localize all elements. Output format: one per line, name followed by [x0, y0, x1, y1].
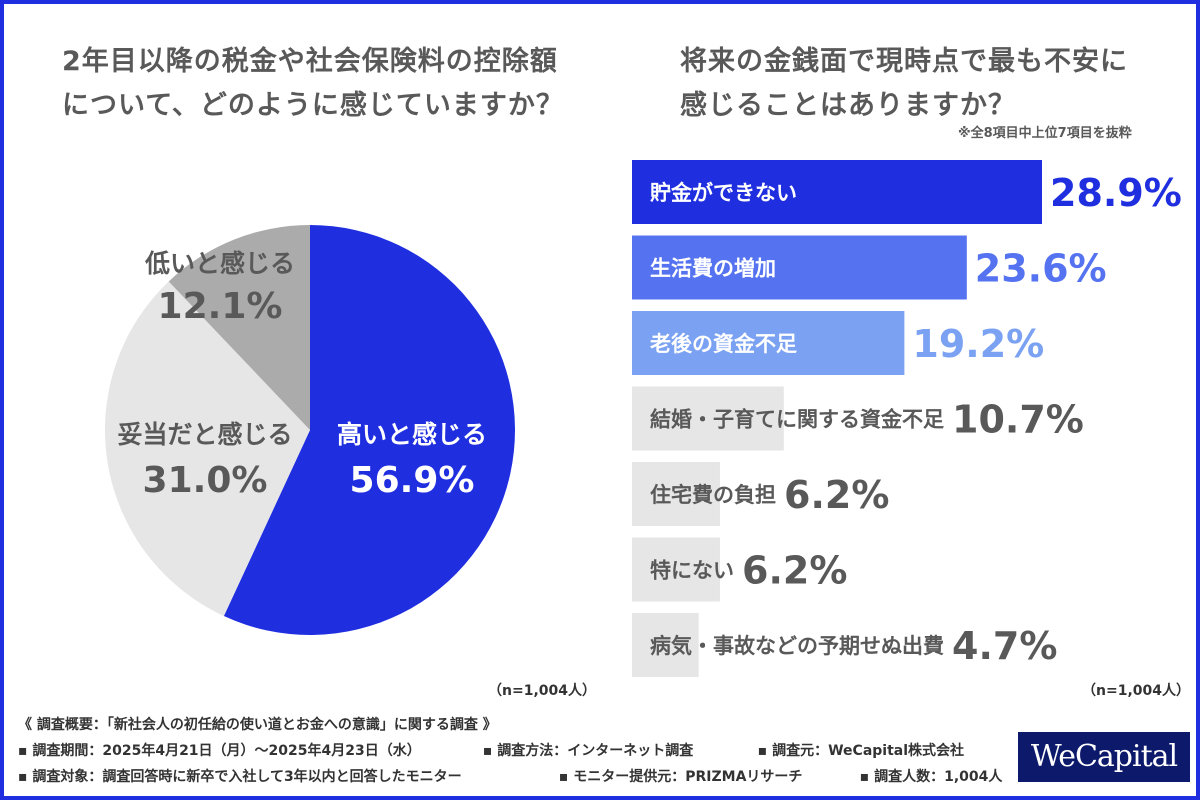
pie-title-line-1: 2年目以降の税金や社会保険料の控除額 — [62, 46, 558, 77]
bar-label-unexpected: 病気・事故などの予期せぬ出費 — [650, 634, 944, 658]
survey-footer: 《 調査概要：「新社会人の初任給の使い道とお金への意識」に関する調査 》 ▪ 調… — [18, 712, 1002, 790]
bar-savings — [632, 160, 1042, 224]
pie-slice-high — [223, 225, 515, 635]
survey-provider: ▪ モニター提供元：PRIZMAリサーチ — [558, 769, 803, 785]
pie-label-high: 高いと感じる — [337, 420, 487, 449]
bar-value-housing: 6.2% — [784, 473, 889, 517]
bar-unexpected — [632, 613, 699, 677]
pie-label-low: 低いと感じる — [144, 249, 295, 278]
survey-summary: 《 調査概要：「新社会人の初任給の使い道とお金への意識」に関する調査 》 — [18, 717, 497, 733]
bar-value-living-cost: 23.6% — [975, 247, 1107, 291]
bar-value-none: 6.2% — [742, 549, 847, 593]
bar-title-line-1: 将来の金銭面で現時点で最も不安に — [680, 46, 1128, 77]
pie-title: 2年目以降の税金や社会保険料の控除額 について、どのように感じていますか？ — [62, 40, 564, 128]
survey-method: ▪ 調査方法：インターネット調査 — [482, 743, 694, 759]
bar-note: ※全8項目中上位7項目を抜粋 — [958, 126, 1132, 141]
bar-label-retirement: 老後の資金不足 — [650, 332, 797, 356]
bar-retirement — [632, 311, 905, 375]
bar-living-cost — [632, 235, 967, 300]
pie-sample-size: （n=1,004人） — [488, 683, 596, 699]
wecapital-logo: WeCapital — [1018, 732, 1190, 782]
pie-slice-reasonable — [105, 281, 310, 617]
pie-slice-low — [168, 225, 310, 430]
bar-marriage-childcare — [632, 386, 784, 451]
pie-value-low: 12.1% — [158, 286, 283, 327]
survey-period: ▪ 調査期間：2025年4月21日（月）〜2025年4月23日（水） — [18, 743, 421, 759]
bar-title: 将来の金銭面で現時点で最も不安に 感じることはありますか？ — [680, 40, 1128, 128]
bar-value-marriage-childcare: 10.7% — [952, 398, 1084, 442]
pie-title-line-2: について、どのように感じていますか？ — [62, 90, 564, 121]
pie-label-reasonable: 妥当だと感じる — [117, 420, 292, 449]
survey-target: ▪ 調査対象：調査回答時に新卒で入社して3年以内と回答したモニター — [18, 769, 462, 785]
bar-sample-size: （n=1,004人） — [1082, 683, 1190, 699]
bar-label-savings: 貯金ができない — [650, 181, 797, 205]
pie-value-high: 56.9% — [350, 460, 475, 501]
bar-value-retirement: 19.2% — [912, 322, 1044, 366]
survey-source: ▪ 調査元：WeCapital株式会社 — [757, 743, 965, 759]
bar-label-marriage-childcare: 結婚・子育てに関する資金不足 — [650, 408, 944, 432]
bar-label-living-cost: 生活費の増加 — [650, 257, 776, 281]
bar-label-housing: 住宅費の負担 — [650, 483, 776, 507]
bar-label-none: 特にない — [650, 559, 734, 583]
bar-value-unexpected: 4.7% — [952, 624, 1057, 668]
pie-value-reasonable: 31.0% — [143, 460, 268, 501]
bar-title-line-2: 感じることはありますか？ — [680, 90, 1016, 121]
bar-housing — [632, 462, 720, 526]
bar-value-savings: 28.9% — [1050, 171, 1182, 215]
survey-count: ▪ 調査人数：1,004人 — [859, 769, 1003, 785]
bar-none — [632, 537, 720, 602]
